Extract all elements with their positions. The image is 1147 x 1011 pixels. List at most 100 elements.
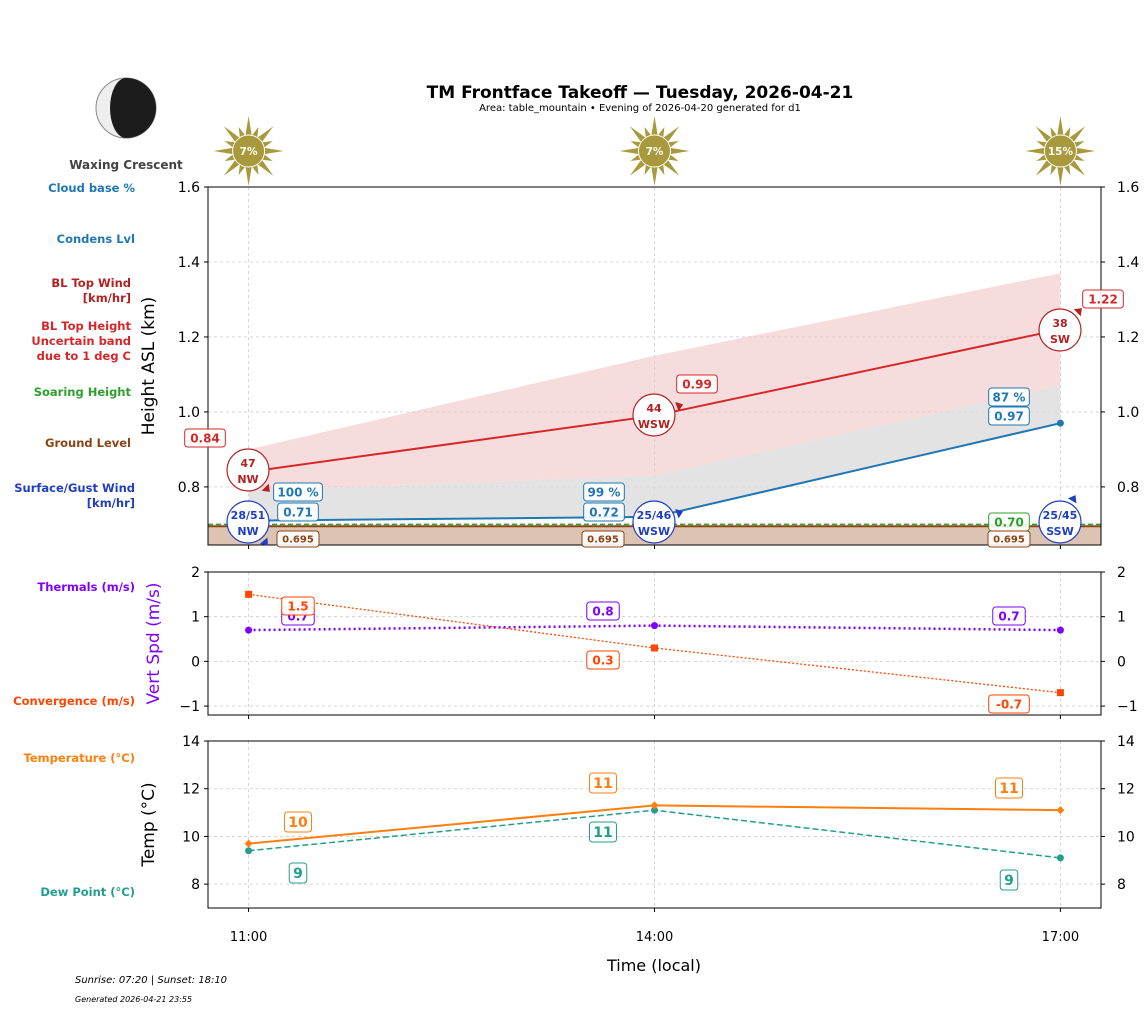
surface-wind-arrow-icon <box>1067 495 1077 504</box>
convergence-label: 1.5 <box>281 596 315 616</box>
thermals-label-box <box>992 606 1026 626</box>
side-label-bl-top-wind: BL Top Wind [km/hr] <box>51 276 131 306</box>
side-label-convergence: Convergence (m/s) <box>13 694 135 708</box>
convergence-label-box <box>586 650 620 670</box>
bl-top-wind: 44 WSW <box>632 393 684 437</box>
side-label-soaring: Soaring Height <box>33 385 131 399</box>
bl-top-wind-direction: NW <box>237 473 258 486</box>
convergence-label-box <box>988 694 1030 714</box>
side-label-line: due to 1 deg C <box>36 349 131 363</box>
bl-top-height-label-text: 1.22 <box>1088 292 1118 306</box>
ground-level-label-text: 0.695 <box>587 535 619 546</box>
convergence-label-text: 1.5 <box>287 599 308 613</box>
plot-frame <box>207 740 1102 909</box>
y-tick-label-right: 1.6 <box>1117 180 1139 196</box>
x-tick-label: 17:00 <box>1042 930 1079 945</box>
bl-top-wind-circle <box>1038 308 1082 352</box>
surface-wind-direction: NW <box>237 525 258 538</box>
surface-wind-circle <box>1038 500 1082 544</box>
chart-subtitle: Area: table_mountain • Evening of 2026-0… <box>479 103 801 114</box>
bl-top-height-label: 1.22 <box>1082 289 1124 309</box>
dew-point-label-text: 11 <box>593 825 612 841</box>
surface-wind-arrow-icon <box>675 509 684 519</box>
y-tick-label-right: 1.2 <box>1117 330 1139 346</box>
y-tick-label-right: 1.4 <box>1117 255 1139 271</box>
bl-top-height-label-box <box>676 374 718 394</box>
sun-ray <box>651 116 658 138</box>
convergence-label: 0.3 <box>586 650 620 670</box>
y-tick-label-right: 1.0 <box>1117 405 1139 421</box>
dew-point-point <box>651 806 658 814</box>
ground-level-label: 0.695 <box>581 530 625 548</box>
thermals-point <box>1056 626 1064 634</box>
dew-point-label: 11 <box>588 821 618 843</box>
sun-ray <box>668 147 690 155</box>
convergence-label-text: -0.7 <box>996 697 1022 711</box>
y-tick-label-right: 2 <box>1117 565 1126 581</box>
chart-title: TM Frontface Takeoff — Tuesday, 2026-04-… <box>426 83 854 103</box>
convergence-label-text: 0.3 <box>592 653 613 667</box>
bl-top-wind-speed: 47 <box>240 457 255 470</box>
y-tick-label-right: 12 <box>1117 782 1135 798</box>
y-tick-label-right: 10 <box>1117 829 1135 845</box>
convergence-label-box <box>281 596 315 616</box>
y-tick-label: 1.2 <box>178 330 200 346</box>
sun-ray <box>1025 147 1047 155</box>
x-tick-label: 11:00 <box>230 930 267 945</box>
sun-icon: 15% <box>1025 116 1096 186</box>
sun-ray <box>245 164 253 186</box>
condensation-label: 0.71 <box>277 502 319 522</box>
y-tick-label: 12 <box>182 782 200 798</box>
ground-level-label-text: 0.695 <box>282 535 314 546</box>
ground-level-label-text: 0.695 <box>993 535 1025 546</box>
side-label-condens: Condens Lvl <box>56 232 135 246</box>
sun-ray <box>245 116 253 138</box>
y-tick-label: 1.0 <box>178 405 200 421</box>
condensation-label: 0.72 <box>583 502 625 522</box>
surface-wind: 28/51 NW <box>226 500 270 546</box>
surface-wind: 25/46 WSW <box>632 500 684 544</box>
thermals-label-text: 0.8 <box>592 604 613 618</box>
temperature-point <box>650 801 659 810</box>
y-tick-label: 14 <box>182 734 200 750</box>
condensation-label-text: 0.72 <box>589 505 619 519</box>
temperature-label-text: 10 <box>288 815 308 831</box>
dew-point-label-text: 9 <box>293 866 303 882</box>
plot-frame <box>207 186 1102 546</box>
y-tick-label: 0 <box>191 654 200 670</box>
surface-wind-circle <box>226 500 270 544</box>
y-tick-label: 0.8 <box>178 480 200 496</box>
cloud-base-region <box>248 385 1061 521</box>
side-label-line: [km/hr] <box>82 291 131 305</box>
soaring-height-label: 0.70 <box>988 512 1030 532</box>
side-label-cloud-base: Cloud base % <box>48 181 135 195</box>
surface-wind-speed: 25/46 <box>637 509 672 522</box>
condensation-label-text: 0.71 <box>283 505 313 519</box>
y-axis-label: Temp (°C) <box>139 782 159 867</box>
cloud-base-pct-label-text: 100 % <box>277 485 318 499</box>
sun-ray <box>262 147 284 155</box>
ground-level-label-box <box>581 530 625 548</box>
surface-wind-circle <box>632 500 676 544</box>
dew-point-label-box <box>588 821 618 843</box>
temperature-point <box>244 839 253 848</box>
sun-percent: 7% <box>240 146 258 158</box>
dew-point-point <box>245 847 253 855</box>
side-label-dew-point: Dew Point (°C) <box>40 885 135 899</box>
temperature-label: 11 <box>588 772 618 794</box>
thermals-label: 0.8 <box>586 601 620 621</box>
cloud-base-pct-label: 87 % <box>988 387 1030 407</box>
bl-top-wind-direction: WSW <box>638 418 670 431</box>
cloud-base-pct-label: 99 % <box>583 482 625 502</box>
x-axis-label: Time (local) <box>606 956 701 975</box>
bl-top-height-label-text: 0.84 <box>190 431 220 445</box>
surface-wind-speed: 28/51 <box>231 509 266 522</box>
thermals-point <box>651 622 658 630</box>
surface-wind-arrow-icon <box>259 537 268 546</box>
cloud-base-pct-label-box <box>583 482 625 502</box>
side-label-line: [km/hr] <box>86 496 135 510</box>
y-tick-label: 8 <box>191 877 200 893</box>
dew-point-label-box <box>288 862 308 884</box>
cloud-base-pct-label-box <box>273 482 323 502</box>
